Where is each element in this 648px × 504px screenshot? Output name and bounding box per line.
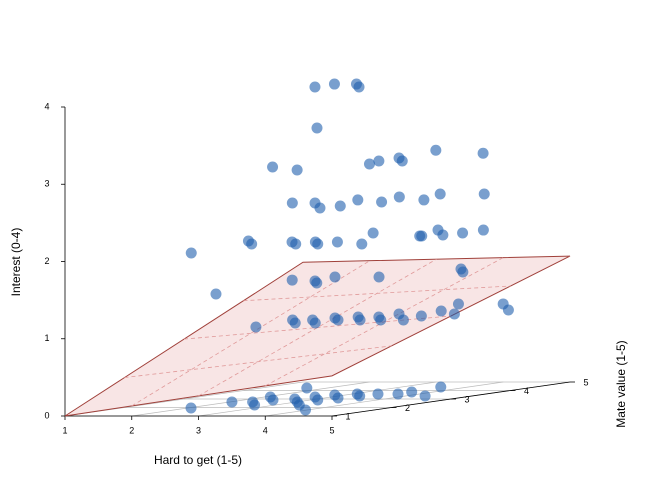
- point: [477, 147, 489, 159]
- point: [291, 164, 303, 176]
- z-tick-label: 3: [44, 179, 49, 189]
- point: [249, 399, 261, 411]
- x-tick-label: 5: [329, 425, 334, 435]
- point: [435, 381, 447, 393]
- y-tick-label: 3: [464, 394, 469, 404]
- z-tick-label: 4: [44, 101, 49, 111]
- z-tick-label: 1: [44, 333, 49, 343]
- y-tick-label: 2: [405, 403, 410, 413]
- point: [434, 188, 446, 200]
- point: [332, 314, 344, 326]
- point: [210, 288, 222, 300]
- point: [356, 238, 368, 250]
- point: [250, 321, 262, 333]
- point: [309, 317, 321, 329]
- x-tick-label: 1: [62, 425, 67, 435]
- point: [392, 388, 404, 400]
- point: [226, 396, 238, 408]
- x-tick-label: 2: [129, 425, 134, 435]
- x-axis-label: Hard to get (1-5): [154, 453, 242, 467]
- point: [246, 238, 258, 250]
- point: [332, 392, 344, 404]
- y-axis-label: Mate value (1-5): [614, 340, 628, 427]
- point: [373, 155, 385, 167]
- plane-grid: [198, 258, 437, 397]
- point: [354, 314, 366, 326]
- point: [372, 388, 384, 400]
- point: [290, 238, 302, 250]
- point: [334, 200, 346, 212]
- point: [185, 402, 197, 414]
- point: [396, 155, 408, 167]
- y-tick-label: 5: [583, 377, 588, 387]
- point: [477, 224, 489, 236]
- point: [430, 144, 442, 156]
- point: [267, 161, 279, 173]
- point: [437, 229, 449, 241]
- point: [435, 305, 447, 317]
- point: [419, 390, 431, 402]
- point: [367, 227, 379, 239]
- point: [397, 314, 409, 326]
- point: [363, 158, 375, 170]
- point: [311, 277, 323, 289]
- x-tick-label: 4: [263, 425, 268, 435]
- point: [331, 236, 343, 248]
- point: [354, 390, 366, 402]
- point: [309, 81, 321, 93]
- point: [393, 191, 405, 203]
- point: [329, 271, 341, 283]
- point: [457, 266, 469, 278]
- point: [352, 194, 364, 206]
- point: [185, 247, 197, 259]
- point: [289, 317, 301, 329]
- point: [502, 304, 514, 316]
- point: [418, 194, 430, 206]
- point: [416, 230, 428, 242]
- point: [448, 308, 460, 320]
- point: [457, 227, 469, 239]
- point: [312, 238, 324, 250]
- point: [312, 394, 324, 406]
- point: [478, 188, 490, 200]
- point: [299, 404, 311, 416]
- z-tick-label: 2: [44, 256, 49, 266]
- point: [452, 298, 464, 310]
- regression-plane: [64, 255, 571, 417]
- plane-grid: [124, 345, 392, 378]
- point: [406, 386, 418, 398]
- point: [267, 394, 279, 406]
- point: [415, 310, 427, 322]
- point: [286, 197, 298, 209]
- point: [353, 81, 365, 93]
- point: [314, 202, 326, 214]
- z-axis-label: Interest (0-4): [9, 228, 23, 297]
- y-tick-label: 1: [345, 411, 350, 421]
- point: [286, 274, 298, 286]
- point: [375, 314, 387, 326]
- point: [311, 122, 323, 134]
- plane-grid: [131, 260, 370, 407]
- x-tick-label: 3: [196, 425, 201, 435]
- y-tick-label: 4: [524, 386, 529, 396]
- plane-grid: [243, 285, 511, 302]
- point: [301, 382, 313, 394]
- point: [373, 271, 385, 283]
- z-tick-label: 0: [44, 410, 49, 420]
- point: [328, 78, 340, 90]
- point: [376, 196, 388, 208]
